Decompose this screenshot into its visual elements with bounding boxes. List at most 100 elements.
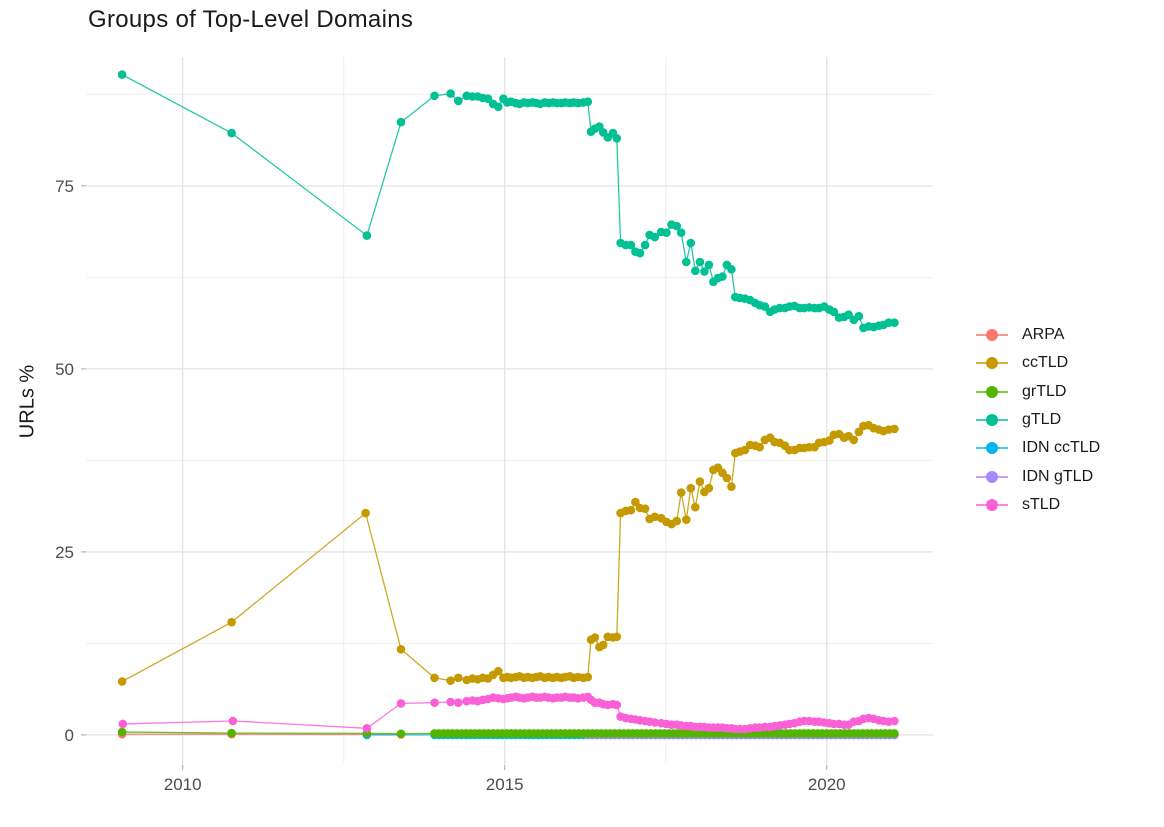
- point-gtld: [635, 248, 645, 258]
- point-cctld: [227, 617, 236, 627]
- legend-key-dot: [986, 414, 998, 427]
- y-tick-label: 0: [65, 726, 74, 745]
- point-gtld: [695, 257, 705, 267]
- point-gtld: [700, 267, 709, 276]
- point-gtld: [583, 97, 593, 106]
- point-gtld: [117, 70, 127, 79]
- chart-title: Groups of Top-Level Domains: [88, 6, 414, 33]
- point-cctld: [695, 477, 705, 486]
- legend-item-arpa: ARPA: [976, 321, 1100, 349]
- point-gtld: [612, 134, 622, 143]
- point-cctld: [691, 502, 700, 512]
- legend-label: ccTLD: [1022, 354, 1069, 372]
- point-gtld: [650, 232, 660, 242]
- point-cctld: [640, 504, 650, 513]
- point-grtld: [890, 729, 899, 738]
- point-gtld: [682, 257, 691, 267]
- legend-item-stld: sTLD: [976, 491, 1100, 519]
- point-cctld: [454, 673, 463, 683]
- legend-item-idn-gtld: IDN gTLD: [976, 462, 1100, 490]
- legend-key-icon: [976, 328, 1008, 342]
- legend-key-dot: [986, 498, 998, 511]
- point-gtld: [430, 91, 439, 101]
- y-tick-label: 50: [55, 360, 74, 379]
- point-gtld: [686, 238, 696, 248]
- point-cctld: [598, 640, 608, 650]
- y-tick-label: 75: [55, 177, 74, 196]
- point-gtld: [691, 266, 700, 276]
- point-cctld: [583, 672, 593, 682]
- point-cctld: [755, 442, 764, 452]
- legend-key-icon: [976, 441, 1008, 455]
- point-gtld: [494, 102, 503, 112]
- point-gtld: [662, 228, 671, 237]
- legend-item-cctld: ccTLD: [976, 349, 1100, 377]
- point-stld: [118, 719, 128, 729]
- legend-label: IDN ccTLD: [1022, 439, 1101, 457]
- legend: ARPA ccTLD grTLD gTLD IDN ccTLD IDN gTLD sTLD: [976, 321, 1100, 519]
- point-gtld: [829, 307, 839, 317]
- point-gtld: [727, 265, 736, 274]
- point-gtld: [854, 311, 864, 321]
- point-stld: [650, 718, 660, 727]
- legend-key-icon: [976, 470, 1008, 484]
- point-cctld: [722, 473, 732, 483]
- legend-label: sTLD: [1022, 495, 1061, 513]
- point-cctld: [854, 427, 864, 437]
- legend-key-icon: [976, 356, 1008, 370]
- point-cctld: [446, 676, 455, 685]
- legend-key-dot: [986, 470, 998, 483]
- legend-key-dot: [986, 329, 998, 342]
- point-gtld: [362, 231, 372, 240]
- point-stld: [396, 699, 406, 708]
- point-cctld: [590, 633, 600, 642]
- point-cctld: [650, 512, 660, 522]
- point-stld: [228, 716, 238, 726]
- x-tick-label: 2020: [808, 775, 846, 794]
- point-grtld: [227, 728, 236, 738]
- point-cctld: [849, 435, 859, 445]
- point-stld: [454, 698, 463, 707]
- point-cctld: [494, 666, 503, 676]
- point-cctld: [430, 673, 439, 683]
- legend-key-dot: [986, 357, 998, 370]
- point-cctld: [727, 482, 736, 492]
- point-gtld: [890, 318, 899, 328]
- point-cctld: [361, 508, 370, 518]
- point-gtld: [718, 272, 727, 281]
- y-tick-label: 25: [55, 543, 74, 562]
- point-stld: [612, 700, 622, 710]
- legend-key-icon: [976, 498, 1008, 512]
- point-stld: [890, 716, 899, 726]
- point-gtld: [704, 260, 714, 270]
- point-cctld: [890, 424, 899, 434]
- point-gtld: [227, 128, 236, 138]
- x-tick-label: 2015: [486, 775, 524, 794]
- x-tick-label: 2010: [164, 775, 202, 794]
- point-gtld: [640, 240, 650, 250]
- legend-label: ARPA: [1022, 326, 1065, 344]
- point-cctld: [704, 483, 714, 493]
- point-gtld: [626, 240, 636, 250]
- legend-item-idn-cctld: IDN ccTLD: [976, 434, 1100, 462]
- point-gtld: [672, 221, 681, 231]
- point-cctld: [631, 497, 640, 507]
- point-gtld: [454, 96, 463, 106]
- legend-item-grtld: grTLD: [976, 378, 1100, 406]
- point-cctld: [612, 632, 622, 642]
- point-gtld: [446, 89, 455, 98]
- point-cctld: [672, 516, 681, 526]
- legend-label: grTLD: [1022, 382, 1067, 400]
- point-gtld: [396, 117, 406, 127]
- point-gtld: [760, 302, 770, 311]
- point-cctld: [396, 645, 406, 654]
- point-cctld: [682, 515, 691, 524]
- legend-key-dot: [986, 442, 998, 455]
- point-stld: [430, 698, 439, 707]
- legend-label: IDN gTLD: [1022, 467, 1094, 485]
- point-cctld: [825, 436, 834, 445]
- point-stld: [362, 724, 372, 733]
- legend-key-dot: [986, 385, 998, 398]
- point-grtld: [396, 729, 406, 739]
